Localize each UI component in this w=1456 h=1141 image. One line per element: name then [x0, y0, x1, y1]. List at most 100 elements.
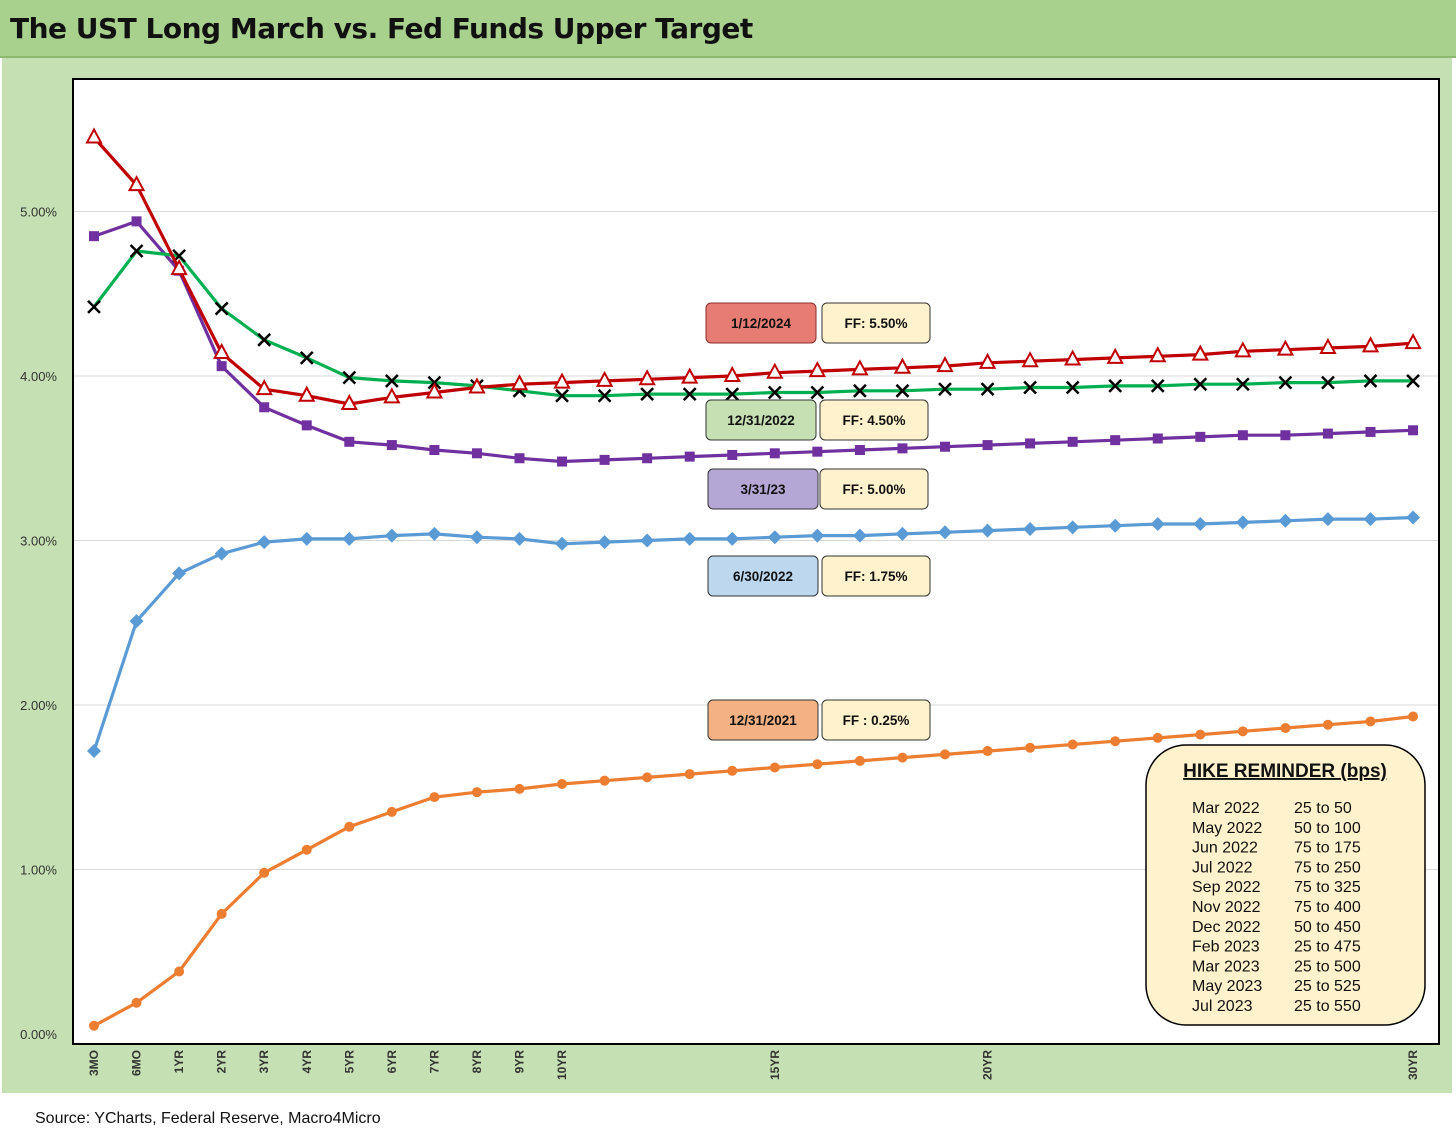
data-point [1280, 430, 1291, 441]
data-point [212, 342, 231, 359]
data-point [299, 351, 314, 365]
series-6-30-2022 [87, 510, 1421, 759]
hike-month: Jun 2022 [1192, 840, 1258, 857]
data-point [1023, 380, 1037, 395]
date-label: 6/30/2022 [733, 569, 793, 584]
ff-label-box [821, 302, 931, 344]
data-point [1067, 436, 1078, 447]
ff-label: FF: 4.50% [842, 413, 905, 428]
data-point [897, 752, 908, 763]
title-bar: The UST Long March vs. Fed Funds Upper T… [0, 0, 1456, 58]
hike-change: 75 to 175 [1294, 840, 1361, 857]
data-point [769, 762, 780, 773]
data-point [257, 535, 272, 550]
data-point [87, 744, 101, 759]
data-point [982, 440, 993, 451]
annotation-3-31-23: 3/31/23 FF: 5.00% [707, 468, 929, 510]
data-point [978, 352, 997, 369]
hike-change: 75 to 250 [1294, 859, 1361, 876]
hike-change: 25 to 550 [1294, 998, 1361, 1015]
x-axis: 3MO 6MO 1YR 2YR 3YR 4YR 5YR 6YR 7YR 8YR 9YR 10YR 15Y… [87, 1050, 1420, 1080]
data-point [766, 362, 784, 379]
data-point [298, 385, 316, 402]
hike-month: Dec 2022 [1192, 919, 1261, 936]
y-axis: 0.00% 1.00% 2.00% 3.00% 4.00% 5.00% [20, 205, 57, 1043]
x-tick-label: 15YR [768, 1050, 782, 1080]
hike-month: Feb 2023 [1192, 939, 1260, 956]
data-point [216, 908, 227, 919]
data-point [852, 528, 867, 543]
hike-change: 50 to 450 [1294, 919, 1361, 936]
data-point [812, 759, 823, 770]
data-point [938, 525, 952, 540]
data-point [854, 755, 865, 766]
data-point [469, 530, 484, 545]
data-point [1065, 380, 1080, 395]
data-point [723, 365, 741, 382]
data-point [1193, 517, 1208, 532]
series-3-31-23 [89, 216, 1419, 467]
data-point [893, 357, 912, 374]
date-label: 1/12/2024 [731, 316, 792, 331]
data-point [1235, 377, 1250, 392]
data-point [172, 566, 187, 581]
y-tick-label: 4.00% [20, 369, 57, 384]
data-point [640, 533, 655, 548]
data-point [767, 530, 782, 545]
series-line [92, 515, 1414, 752]
data-point [87, 300, 101, 314]
data-point [1149, 346, 1167, 363]
data-point [1365, 426, 1376, 437]
x-tick-label: 2YR [215, 1050, 229, 1074]
data-point [1408, 425, 1419, 436]
data-point [1237, 726, 1248, 737]
hike-month: Jul 2022 [1192, 859, 1253, 876]
data-point [808, 360, 827, 378]
series-line [93, 219, 1414, 464]
hike-change: 25 to 475 [1294, 939, 1361, 956]
chart-title: The UST Long March vs. Fed Funds Upper T… [10, 12, 753, 45]
data-point [1408, 711, 1419, 722]
x-tick-label: 3MO [87, 1050, 101, 1076]
data-point [854, 445, 865, 456]
x-tick-label: 8YR [470, 1050, 484, 1074]
data-point [89, 1020, 99, 1031]
data-point [510, 374, 529, 391]
date-label-box [707, 468, 819, 510]
data-point [174, 966, 185, 977]
data-point [127, 175, 146, 192]
data-point [895, 383, 910, 398]
x-tick-label: 1YR [172, 1050, 186, 1074]
data-point [1365, 716, 1376, 727]
data-point [938, 382, 952, 397]
data-point [897, 443, 908, 454]
data-point [340, 393, 358, 410]
data-point [684, 451, 695, 462]
hike-reminder-frame [1145, 744, 1426, 1026]
ff-label-box [821, 699, 931, 741]
data-point [214, 546, 229, 561]
data-point [1152, 732, 1163, 743]
series-line [92, 136, 1414, 406]
ff-label: FF: 5.50% [844, 316, 907, 331]
hike-month: Jul 2023 [1192, 998, 1253, 1015]
x-tick-label: 9YR [513, 1050, 527, 1074]
hike-change: 50 to 100 [1294, 820, 1361, 837]
data-point [595, 370, 614, 387]
data-point [940, 749, 950, 760]
data-point [429, 792, 440, 803]
data-point [597, 388, 612, 403]
hike-month: Sep 2022 [1192, 879, 1261, 896]
data-point [257, 332, 272, 347]
data-point [725, 387, 740, 401]
data-point [1361, 336, 1380, 353]
data-point [259, 867, 270, 878]
data-point [1150, 378, 1165, 393]
data-point [471, 448, 482, 459]
y-tick-label: 5.00% [20, 205, 57, 220]
data-point [812, 446, 823, 457]
data-point [557, 456, 568, 467]
data-point [681, 367, 699, 384]
data-point [255, 379, 273, 396]
